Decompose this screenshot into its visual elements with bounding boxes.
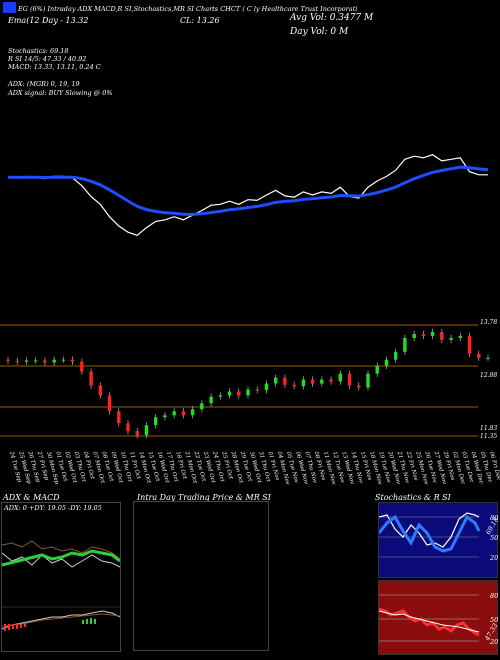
candle-body: [80, 361, 84, 372]
price-axis-tick: 11.35: [480, 433, 497, 440]
candle-body: [117, 411, 121, 424]
candle-body: [61, 359, 66, 361]
candle-body: [384, 359, 389, 366]
candle-body: [421, 334, 426, 336]
stochastics-text: Stochastics: 69.18: [8, 47, 69, 55]
stoch-tick-50: 50: [490, 534, 499, 542]
candle-body: [172, 411, 176, 416]
candle-body: [430, 332, 435, 336]
close-price-line: [7, 154, 488, 236]
candle-body: [15, 360, 19, 362]
candle-body: [329, 379, 333, 382]
candle-body: [52, 359, 56, 363]
candlestick-series: [6, 328, 490, 439]
candle-body: [394, 351, 398, 360]
candle-body: [366, 373, 370, 388]
candle-body: [255, 389, 259, 391]
rsi-text: R SI 14/5: 47.33 / 40.92: [8, 55, 87, 63]
blue-square-icon[interactable]: [3, 2, 16, 13]
adx-values-text: ADX: 0 +DY: 19.05 -DY: 19.05: [4, 504, 102, 512]
candle-body: [43, 360, 47, 363]
candle-body: [98, 385, 102, 396]
candle-body: [70, 359, 75, 362]
date-tick-label: 06 Fri Dec: [488, 451, 500, 481]
adx-signal-text: ADX signal: BUY Slowing @ 0%: [8, 89, 113, 97]
candle-body: [264, 383, 269, 391]
candle-body: [486, 357, 490, 359]
stochastics-panel-title: Stochastics & R SI: [375, 493, 451, 502]
candle-body: [477, 353, 481, 358]
candle-body: [320, 379, 324, 384]
candle-body: [310, 379, 315, 384]
price-lines-top: [7, 154, 489, 236]
stochastics-plot: [379, 512, 481, 558]
candle-body: [154, 417, 158, 426]
candle-body: [107, 395, 112, 412]
header-links[interactable]: EG (6%) Intraday ADX MACD,R SI,Stochasti…: [18, 5, 358, 13]
day-volume-text: Day Vol: 0 M: [290, 27, 349, 37]
stochastics-panel: [378, 502, 498, 578]
candle-body: [200, 403, 204, 410]
candle-body: [449, 337, 453, 340]
candle-body: [403, 337, 407, 352]
candle-body: [440, 332, 444, 340]
rsi-tick-50: 50: [490, 616, 499, 624]
candle-body: [209, 396, 213, 404]
macd-text: MACD: 13.33, 13.11, 0.24 C: [8, 63, 101, 71]
ema-line-text: Ema(12 Day - 13.32: [8, 16, 89, 25]
stoch-tick-80: 80: [490, 514, 499, 522]
adx-panel-title: ADX & MACD: [3, 493, 60, 502]
candle-body: [338, 373, 342, 382]
candle-body: [246, 389, 250, 396]
rsi-tick-20: 20: [490, 638, 499, 646]
candle-body: [227, 391, 232, 396]
candle-reference-lines: [0, 324, 478, 437]
candle-body: [301, 379, 306, 387]
candle-body: [292, 384, 296, 387]
candle-body: [375, 365, 379, 374]
adx-macd-panel: [1, 502, 121, 652]
candle-body: [218, 395, 222, 397]
candle-body: [6, 359, 10, 361]
adx-text: ADX: (MGR) 0, 19, 19: [8, 80, 80, 88]
intraday-panel-title: Intra Day Trading Price & MR SI: [137, 493, 271, 502]
candle-body: [283, 377, 287, 385]
candle-body: [412, 334, 416, 338]
candle-body: [190, 409, 195, 416]
price-axis-tick: 11.83: [480, 425, 497, 432]
candle-body: [163, 415, 167, 418]
avg-volume-text: Avg Vol: 0.3477 M: [290, 13, 374, 23]
candle-body: [144, 425, 149, 436]
candle-body: [34, 360, 38, 362]
candle-body: [237, 391, 241, 396]
price-axis-tick: 12.88: [480, 372, 497, 379]
candle-body: [458, 335, 462, 338]
candle-body: [126, 423, 130, 432]
candle-body: [347, 373, 352, 386]
candle-body: [467, 335, 472, 354]
candle-body: [89, 371, 93, 386]
candle-body: [135, 431, 139, 436]
candle-body: [274, 377, 278, 384]
price-axis-tick: 13.78: [480, 319, 497, 326]
candle-body: [181, 411, 186, 416]
rsi-tick-80: 80: [490, 592, 499, 600]
rsi-plot: [379, 594, 480, 642]
adx-macd-plot: [2, 540, 120, 631]
rsi-panel: [378, 580, 498, 655]
candle-body: [24, 360, 29, 362]
candle-body: [357, 385, 361, 388]
close-price-text: CL: 13.26: [180, 16, 220, 25]
stoch-tick-20: 20: [490, 554, 499, 562]
ema-line: [7, 165, 489, 216]
intraday-panel: [133, 501, 269, 651]
